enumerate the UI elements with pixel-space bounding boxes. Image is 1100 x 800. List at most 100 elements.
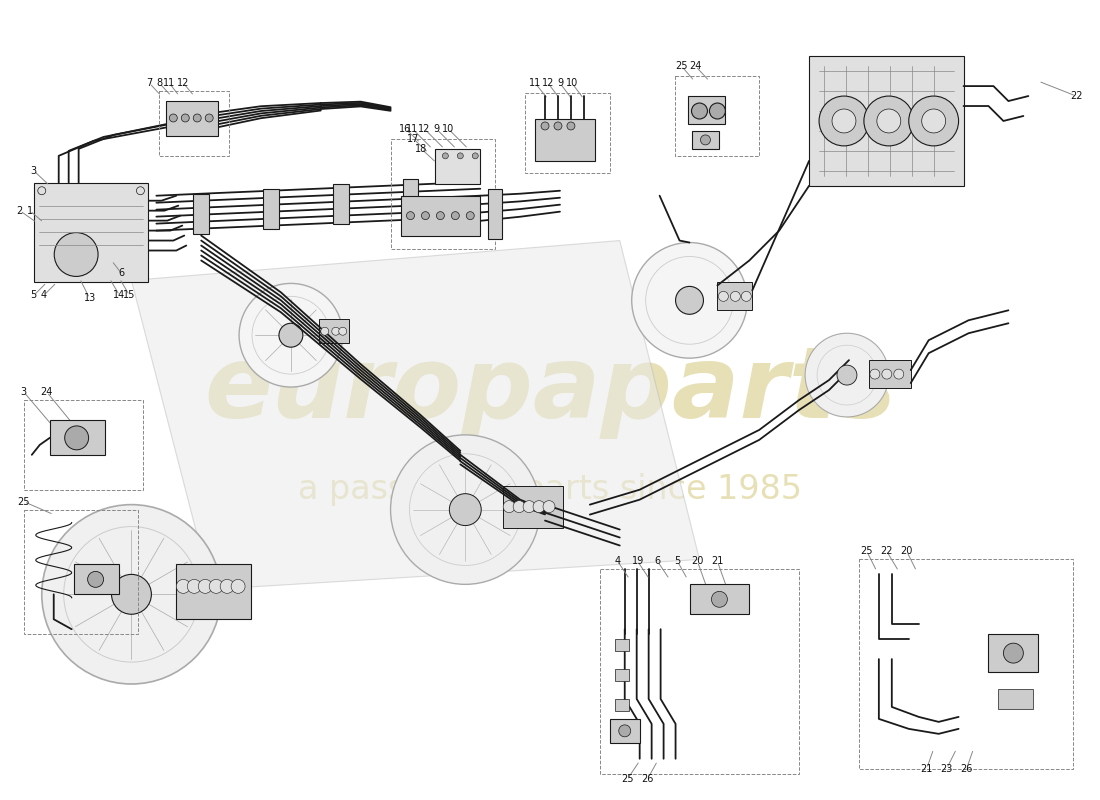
- Bar: [690, 584, 749, 614]
- Bar: [74, 565, 119, 594]
- Text: 25: 25: [860, 546, 873, 557]
- Text: 18: 18: [416, 144, 428, 154]
- Circle shape: [407, 212, 415, 220]
- Text: 26: 26: [641, 774, 653, 784]
- Text: 23: 23: [940, 764, 953, 774]
- Bar: [34, 182, 148, 282]
- Text: 22: 22: [1070, 91, 1082, 101]
- Text: 16: 16: [399, 124, 411, 134]
- Bar: [859, 559, 1074, 769]
- Circle shape: [437, 212, 444, 220]
- Text: 1: 1: [26, 206, 33, 216]
- Circle shape: [554, 122, 562, 130]
- Circle shape: [741, 291, 751, 302]
- Bar: [333, 184, 349, 224]
- Bar: [999, 689, 1033, 709]
- Circle shape: [239, 283, 343, 387]
- Text: 9: 9: [557, 78, 563, 88]
- Circle shape: [870, 369, 880, 379]
- Text: 5: 5: [31, 290, 37, 300]
- Bar: [615, 699, 629, 711]
- Bar: [194, 194, 209, 234]
- Bar: [600, 570, 799, 774]
- Circle shape: [169, 114, 177, 122]
- Text: 11: 11: [529, 78, 541, 88]
- Circle shape: [524, 501, 535, 513]
- Circle shape: [1003, 643, 1023, 663]
- Text: 24: 24: [41, 387, 53, 397]
- Bar: [869, 360, 911, 388]
- Text: 7: 7: [146, 78, 153, 88]
- Circle shape: [182, 114, 189, 122]
- Text: 20: 20: [901, 546, 913, 557]
- Text: 21: 21: [921, 764, 933, 774]
- Circle shape: [187, 579, 201, 594]
- Circle shape: [42, 505, 221, 684]
- Circle shape: [710, 103, 725, 119]
- Circle shape: [832, 109, 856, 133]
- Text: 6: 6: [654, 557, 661, 566]
- Circle shape: [209, 579, 223, 594]
- Circle shape: [390, 435, 540, 584]
- Bar: [160, 91, 229, 156]
- Circle shape: [321, 327, 329, 335]
- Bar: [403, 178, 418, 218]
- Circle shape: [458, 153, 463, 159]
- Text: 12: 12: [542, 78, 554, 88]
- Text: 6: 6: [119, 269, 124, 278]
- Text: 21: 21: [712, 557, 724, 566]
- Bar: [400, 196, 481, 235]
- Text: 20: 20: [691, 557, 704, 566]
- Bar: [319, 319, 349, 343]
- Text: 26: 26: [960, 764, 972, 774]
- Text: 4: 4: [41, 290, 47, 300]
- Bar: [503, 486, 563, 527]
- Text: 9: 9: [433, 124, 440, 134]
- Circle shape: [339, 327, 346, 335]
- Text: 12: 12: [418, 124, 430, 134]
- Text: 25: 25: [621, 774, 634, 784]
- Circle shape: [534, 501, 544, 513]
- Circle shape: [877, 109, 901, 133]
- Text: europaparts: europaparts: [204, 342, 896, 438]
- Bar: [525, 93, 609, 173]
- Text: 5: 5: [674, 557, 681, 566]
- Circle shape: [450, 494, 481, 526]
- Text: 11: 11: [163, 78, 176, 88]
- Circle shape: [566, 122, 575, 130]
- Circle shape: [864, 96, 914, 146]
- Circle shape: [111, 574, 152, 614]
- Circle shape: [909, 96, 958, 146]
- Circle shape: [198, 579, 212, 594]
- Text: 19: 19: [631, 557, 644, 566]
- Bar: [717, 282, 752, 310]
- Circle shape: [837, 365, 857, 385]
- Circle shape: [718, 291, 728, 302]
- Bar: [176, 565, 251, 619]
- Circle shape: [701, 135, 711, 145]
- Bar: [535, 119, 595, 161]
- Circle shape: [37, 186, 46, 194]
- Circle shape: [466, 212, 474, 220]
- Circle shape: [631, 242, 747, 358]
- Bar: [488, 189, 503, 238]
- Circle shape: [231, 579, 245, 594]
- Circle shape: [206, 114, 213, 122]
- Circle shape: [503, 501, 515, 513]
- Circle shape: [541, 122, 549, 130]
- Bar: [615, 639, 629, 651]
- Bar: [50, 420, 104, 455]
- Text: 15: 15: [123, 290, 135, 300]
- Text: 10: 10: [442, 124, 454, 134]
- Circle shape: [513, 501, 525, 513]
- Circle shape: [279, 323, 302, 347]
- Circle shape: [894, 369, 904, 379]
- Text: 2: 2: [16, 206, 23, 216]
- Bar: [24, 400, 143, 490]
- Circle shape: [176, 579, 190, 594]
- Circle shape: [619, 725, 630, 737]
- Circle shape: [730, 291, 740, 302]
- Bar: [692, 131, 719, 149]
- Circle shape: [194, 114, 201, 122]
- Text: 10: 10: [565, 78, 578, 88]
